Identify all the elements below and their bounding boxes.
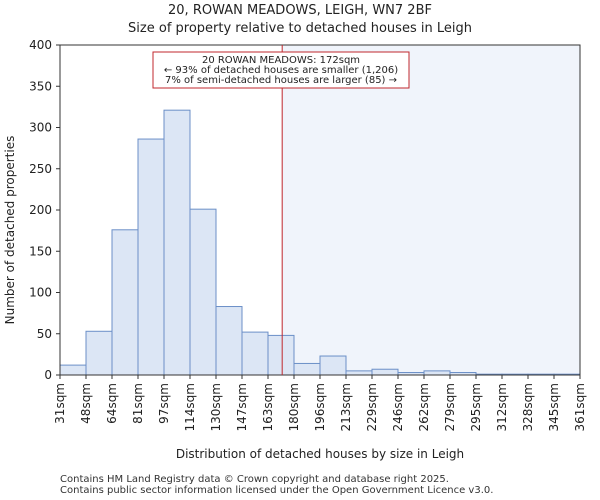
- x-tick-label: 328sqm: [521, 383, 535, 431]
- x-tick-label: 345sqm: [547, 383, 561, 431]
- annotation-box: [152, 51, 410, 89]
- y-tick-label: 0: [44, 368, 52, 382]
- histogram-bar: [59, 364, 87, 376]
- x-tick-label: 163sqm: [261, 383, 275, 431]
- x-tick-label: 196sqm: [313, 383, 327, 431]
- x-tick-label: 48sqm: [79, 383, 93, 424]
- annotation-line-1: 20 ROWAN MEADOWS: 172sqm: [202, 55, 360, 66]
- histogram-bar: [345, 370, 373, 376]
- x-tick-label: 262sqm: [417, 383, 431, 431]
- y-tick-label: 50: [37, 327, 52, 341]
- x-tick-label: 97sqm: [157, 383, 171, 424]
- highlight-region: [282, 45, 580, 375]
- x-tick-label: 229sqm: [365, 383, 379, 431]
- chart-title: 20, ROWAN MEADOWS, LEIGH, WN7 2BF: [168, 3, 432, 18]
- x-tick-label: 361sqm: [573, 383, 587, 431]
- histogram-bar: [137, 138, 165, 376]
- x-tick-label: 147sqm: [235, 383, 249, 431]
- y-tick-label: 350: [29, 79, 52, 93]
- histogram-bar: [371, 368, 399, 376]
- histogram-bar: [319, 355, 347, 376]
- y-tick-label: 100: [29, 286, 52, 300]
- x-tick-label: 81sqm: [131, 383, 145, 424]
- footer-line-1: Contains HM Land Registry data © Crown c…: [60, 474, 449, 485]
- x-tick-label: 312sqm: [495, 383, 509, 431]
- footer-line-2: Contains public sector information licen…: [60, 485, 494, 496]
- annotation-line-2: ← 93% of detached houses are smaller (1,…: [164, 65, 398, 76]
- y-axis-label: Number of detached properties: [3, 136, 17, 325]
- histogram-bar: [293, 362, 321, 376]
- y-tick-label: 400: [29, 38, 52, 52]
- x-tick-label: 114sqm: [183, 383, 197, 431]
- x-tick-label: 213sqm: [339, 383, 353, 431]
- x-tick-label: 130sqm: [209, 383, 223, 431]
- y-tick-label: 200: [29, 203, 52, 217]
- x-tick-label: 180sqm: [287, 383, 301, 431]
- y-tick-label: 300: [29, 121, 52, 135]
- annotation-line-3: 7% of semi-detached houses are larger (8…: [165, 75, 397, 86]
- histogram-bar: [215, 306, 243, 376]
- x-tick-label: 246sqm: [391, 383, 405, 431]
- histogram-bar: [189, 208, 217, 376]
- x-tick-label: 31sqm: [53, 383, 67, 424]
- histogram-bar: [267, 334, 295, 376]
- histogram-bar: [163, 109, 191, 376]
- x-tick-label: 64sqm: [105, 383, 119, 424]
- x-tick-label: 279sqm: [443, 383, 457, 431]
- x-tick-label: 295sqm: [469, 383, 483, 431]
- histogram-bar: [85, 330, 113, 376]
- histogram-bar: [241, 331, 269, 376]
- y-tick-label: 150: [29, 244, 52, 258]
- y-tick-label: 250: [29, 162, 52, 176]
- x-axis-label: Distribution of detached houses by size …: [176, 447, 464, 461]
- histogram-bar: [111, 229, 139, 376]
- chart-subtitle: Size of property relative to detached ho…: [128, 21, 472, 36]
- histogram-bar: [423, 370, 451, 376]
